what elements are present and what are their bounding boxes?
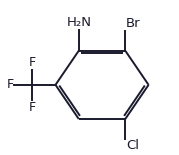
Text: Br: Br [126,17,141,30]
Text: F: F [29,56,36,69]
Text: Cl: Cl [126,140,139,152]
Text: H₂N: H₂N [66,16,91,29]
Text: F: F [29,101,36,114]
Text: F: F [6,78,13,91]
